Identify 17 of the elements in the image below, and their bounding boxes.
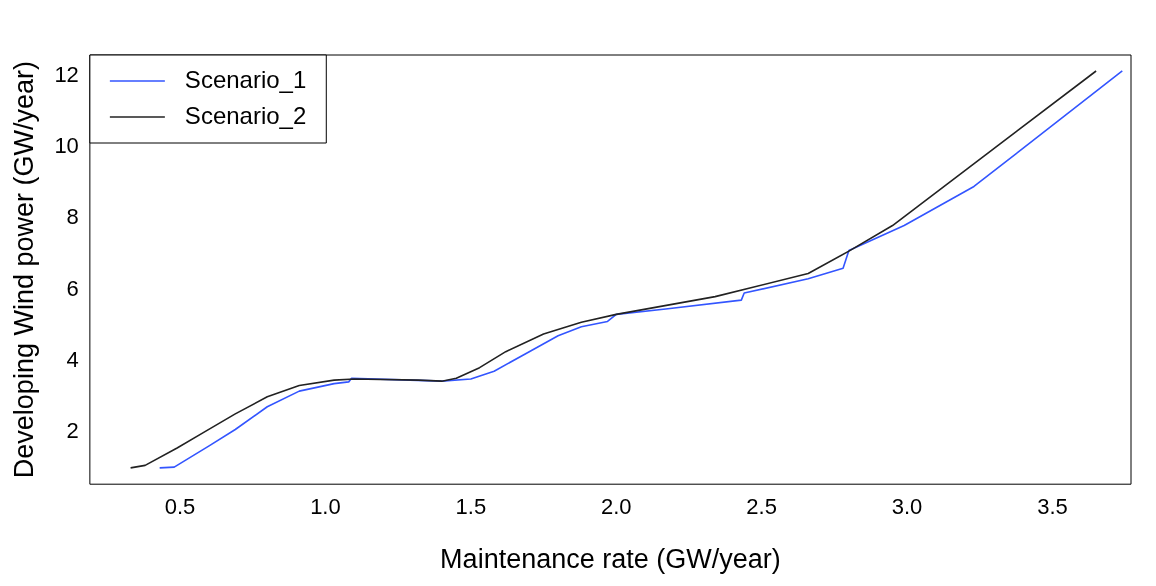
x-tick-label: 1.0 (310, 494, 341, 520)
x-tick-label: 2.5 (746, 494, 777, 520)
y-tick-label: 8 (66, 204, 79, 230)
legend-label: Scenario_2 (184, 101, 307, 129)
x-tick-label: 0.5 (164, 494, 196, 520)
x-tick-label: 3.0 (891, 494, 923, 520)
y-axis-title: Developing Wind power (GW/year) (8, 61, 39, 479)
x-tick-label: 3.5 (1037, 494, 1068, 520)
y-tick-label: 6 (66, 275, 79, 301)
y-tick-label: 10 (54, 133, 79, 159)
y-tick-label: 2 (66, 417, 79, 443)
x-tick-label: 2.0 (600, 494, 632, 520)
y-tick-label: 12 (54, 62, 79, 88)
x-axis-title: Maintenance rate (GW/year) (440, 544, 781, 575)
legend-label: Scenario_1 (184, 65, 307, 93)
x-tick-label: 1.5 (455, 494, 487, 520)
y-tick-label: 4 (66, 346, 79, 372)
